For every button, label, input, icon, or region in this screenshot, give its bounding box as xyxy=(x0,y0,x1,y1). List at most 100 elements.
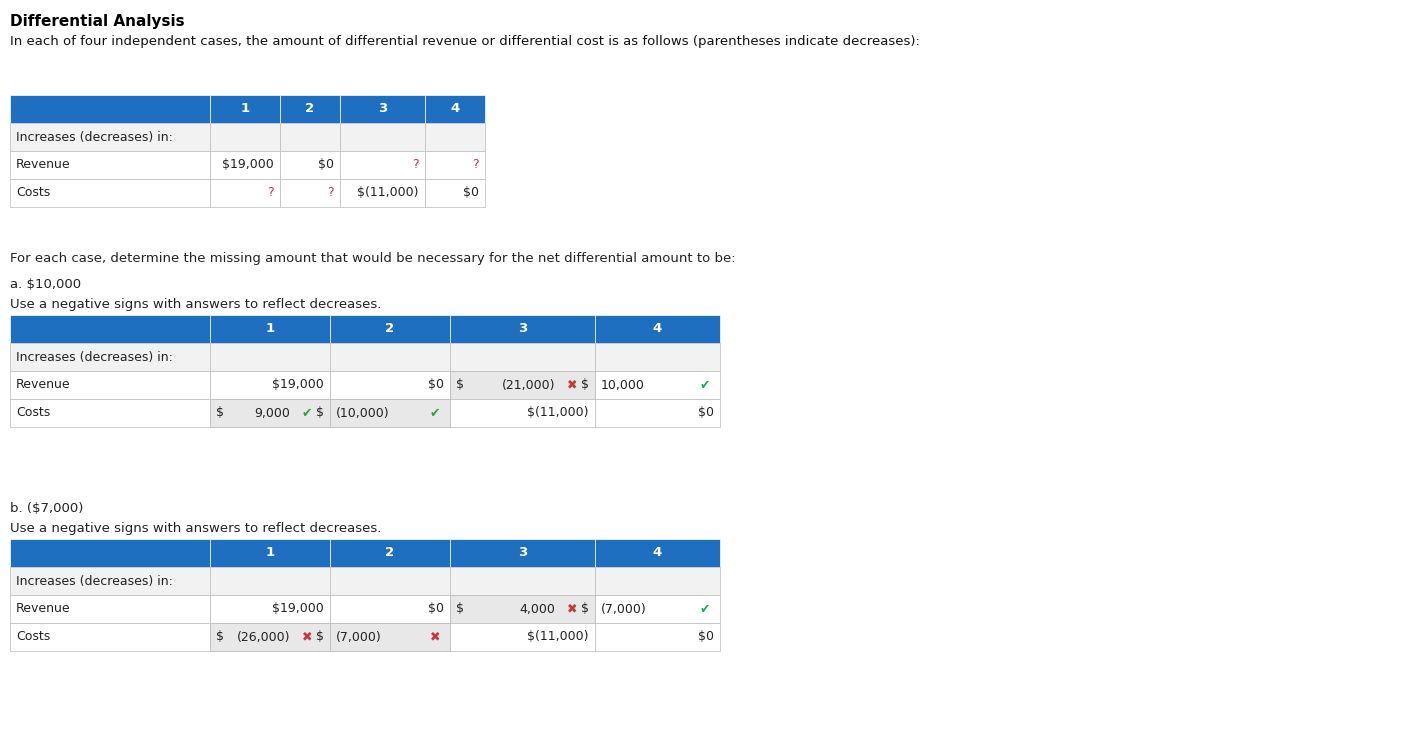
Bar xyxy=(280,123,340,151)
Bar xyxy=(10,179,209,207)
Bar xyxy=(450,343,594,371)
Text: 9,000: 9,000 xyxy=(255,407,290,419)
Text: $19,000: $19,000 xyxy=(222,159,275,172)
Text: $(11,000): $(11,000) xyxy=(358,187,419,199)
Bar xyxy=(209,179,280,207)
Text: For each case, determine the missing amount that would be necessary for the net : For each case, determine the missing amo… xyxy=(10,252,736,265)
Bar xyxy=(424,151,485,179)
Bar xyxy=(10,371,209,399)
Text: $: $ xyxy=(582,602,589,616)
Text: ✔: ✔ xyxy=(699,378,710,392)
Bar xyxy=(340,151,424,179)
Bar xyxy=(330,399,450,427)
Text: 3: 3 xyxy=(518,323,528,336)
Bar xyxy=(209,123,280,151)
Bar xyxy=(424,179,485,207)
Text: $19,000: $19,000 xyxy=(272,378,324,392)
Text: $0: $0 xyxy=(698,407,715,419)
Bar xyxy=(340,179,424,207)
Bar xyxy=(10,95,209,123)
Bar xyxy=(10,567,209,595)
Text: 4: 4 xyxy=(652,323,662,336)
Text: Use a negative signs with answers to reflect decreases.: Use a negative signs with answers to ref… xyxy=(10,522,382,535)
Bar xyxy=(209,371,330,399)
Bar xyxy=(209,623,330,651)
Bar xyxy=(450,595,594,623)
Bar xyxy=(209,95,280,123)
Bar xyxy=(209,343,330,371)
Bar xyxy=(450,595,594,623)
Bar xyxy=(10,343,209,371)
Bar xyxy=(209,595,330,623)
Text: Increases (decreases) in:: Increases (decreases) in: xyxy=(16,351,173,363)
Bar xyxy=(424,95,485,123)
Bar xyxy=(450,371,594,399)
Bar xyxy=(10,539,209,567)
Text: $0: $0 xyxy=(463,187,480,199)
Text: Revenue: Revenue xyxy=(16,602,71,616)
Bar xyxy=(450,315,594,343)
Text: 2: 2 xyxy=(385,547,395,560)
Bar xyxy=(209,151,280,179)
Text: $: $ xyxy=(216,631,224,643)
Text: $: $ xyxy=(456,602,464,616)
Bar xyxy=(594,567,720,595)
Bar xyxy=(10,315,209,343)
Bar xyxy=(10,151,209,179)
Text: $: $ xyxy=(316,407,324,419)
Bar xyxy=(209,399,330,427)
Text: 3: 3 xyxy=(378,103,388,115)
Bar xyxy=(280,151,340,179)
Text: b. ($7,000): b. ($7,000) xyxy=(10,502,83,515)
Bar xyxy=(450,371,594,399)
Bar xyxy=(330,399,450,427)
Bar xyxy=(594,399,720,427)
Text: $: $ xyxy=(216,407,224,419)
Bar xyxy=(10,623,209,651)
Bar xyxy=(209,315,330,343)
Text: 3: 3 xyxy=(518,547,528,560)
Bar xyxy=(330,315,450,343)
Text: $19,000: $19,000 xyxy=(272,602,324,616)
Text: ?: ? xyxy=(412,159,419,172)
Bar xyxy=(450,567,594,595)
Text: 4,000: 4,000 xyxy=(519,602,555,616)
Bar xyxy=(594,623,720,651)
Bar xyxy=(209,623,330,651)
Bar xyxy=(594,315,720,343)
Text: $(11,000): $(11,000) xyxy=(528,631,589,643)
Text: ✖: ✖ xyxy=(567,602,577,616)
Text: ?: ? xyxy=(327,187,334,199)
Bar xyxy=(594,595,720,623)
Text: $0: $0 xyxy=(427,378,444,392)
Text: $0: $0 xyxy=(318,159,334,172)
Text: Revenue: Revenue xyxy=(16,159,71,172)
Bar xyxy=(330,343,450,371)
Text: 2: 2 xyxy=(385,323,395,336)
Bar xyxy=(209,567,330,595)
Bar xyxy=(10,123,209,151)
Text: (10,000): (10,000) xyxy=(335,407,389,419)
Text: ✔: ✔ xyxy=(430,407,440,419)
Bar xyxy=(10,595,209,623)
Bar xyxy=(330,623,450,651)
Bar xyxy=(209,399,330,427)
Text: Increases (decreases) in:: Increases (decreases) in: xyxy=(16,574,173,587)
Text: ✖: ✖ xyxy=(567,378,577,392)
Text: Use a negative signs with answers to reflect decreases.: Use a negative signs with answers to ref… xyxy=(10,298,382,311)
Bar xyxy=(594,371,720,399)
Text: $0: $0 xyxy=(427,602,444,616)
Bar xyxy=(594,343,720,371)
Bar xyxy=(330,567,450,595)
Text: In each of four independent cases, the amount of differential revenue or differe: In each of four independent cases, the a… xyxy=(10,35,920,48)
Text: ?: ? xyxy=(267,187,275,199)
Bar xyxy=(280,179,340,207)
Text: 1: 1 xyxy=(266,547,275,560)
Text: (7,000): (7,000) xyxy=(601,602,647,616)
Bar xyxy=(594,539,720,567)
Bar xyxy=(424,123,485,151)
Text: $: $ xyxy=(316,631,324,643)
Text: (26,000): (26,000) xyxy=(236,631,290,643)
Text: ✖: ✖ xyxy=(301,631,313,643)
Bar xyxy=(280,95,340,123)
